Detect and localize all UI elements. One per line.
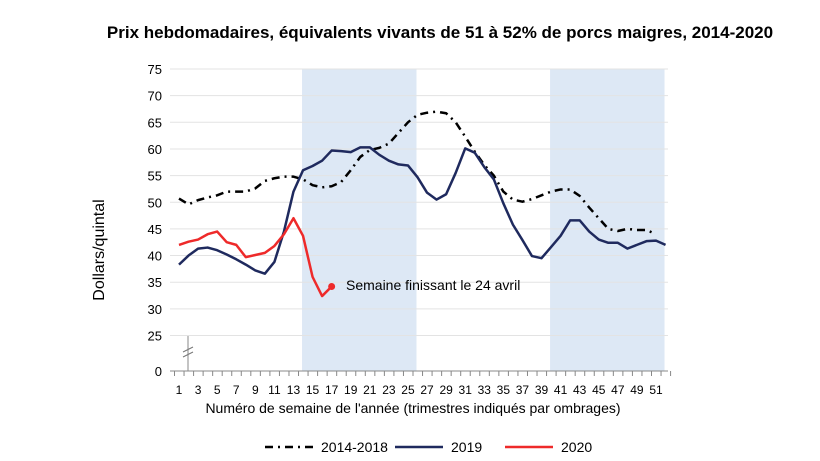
- x-tick-label: 23: [382, 383, 396, 397]
- y-tick-label: 0: [155, 364, 162, 379]
- x-tick-label: 3: [195, 383, 202, 397]
- x-tick-label: 27: [420, 383, 434, 397]
- x-tick-label: 47: [611, 383, 625, 397]
- series-line-2019: [178, 146, 667, 275]
- axis-break-icon: [182, 346, 194, 358]
- last-point-marker: [328, 282, 336, 290]
- quarter-shade-0: [302, 69, 417, 371]
- y-tick-label: 25: [148, 329, 162, 344]
- x-tick-label: 11: [268, 383, 281, 397]
- x-tick-label: 51: [649, 383, 663, 397]
- x-axis-label: Numéro de semaine de l'année (trimestres…: [205, 400, 620, 416]
- x-tick-label: 15: [306, 383, 320, 397]
- x-tick-label: 29: [439, 383, 453, 397]
- series-line-2020: [178, 216, 333, 298]
- x-tick-label: 13: [287, 383, 301, 397]
- y-tick-label: 50: [148, 195, 162, 210]
- x-tick-label: 19: [344, 383, 358, 397]
- y-axis-label: Dollars/quintal: [91, 199, 108, 300]
- x-tick-label: 25: [401, 383, 415, 397]
- x-tick-label: 33: [478, 383, 492, 397]
- y-tick-label: 30: [148, 302, 162, 317]
- y-tick-label: 65: [148, 115, 162, 130]
- series-line-2014-2018: [178, 110, 657, 236]
- x-tick-label: 41: [554, 383, 568, 397]
- y-tick-label: 45: [148, 222, 162, 237]
- y-tick-label: 75: [148, 62, 162, 77]
- x-tick-label: 1: [176, 383, 183, 397]
- x-tick-label: 31: [459, 383, 473, 397]
- y-tick-label: 55: [148, 169, 162, 184]
- x-tick-label: 45: [592, 383, 606, 397]
- quarter-shade-1: [550, 69, 665, 371]
- y-tick-label: 40: [148, 249, 162, 264]
- y-tick-label: 60: [148, 142, 162, 157]
- legend-label: 2019: [451, 439, 482, 455]
- x-tick-label: 21: [363, 383, 377, 397]
- x-tick-label: 17: [325, 383, 339, 397]
- x-tick-label: 43: [573, 383, 587, 397]
- x-tick-label: 7: [233, 383, 240, 397]
- legend-label: 2020: [561, 439, 592, 455]
- y-tick-label: 70: [148, 89, 162, 104]
- x-tick-label: 37: [516, 383, 530, 397]
- legend: 2014-2018 2019 2020: [265, 439, 592, 455]
- x-tick-label: 39: [535, 383, 549, 397]
- x-tick-label: 35: [497, 383, 511, 397]
- x-tick-label: 49: [630, 383, 644, 397]
- annotation: Semaine finissant le 24 avril: [346, 277, 520, 293]
- x-tick-label: 9: [252, 383, 259, 397]
- y-tick-label: 35: [148, 275, 162, 290]
- x-tick-label: 5: [214, 383, 221, 397]
- chart-title: Prix hebdomadaires, équivalents vivants …: [107, 23, 773, 42]
- legend-label: 2014-2018: [321, 439, 388, 455]
